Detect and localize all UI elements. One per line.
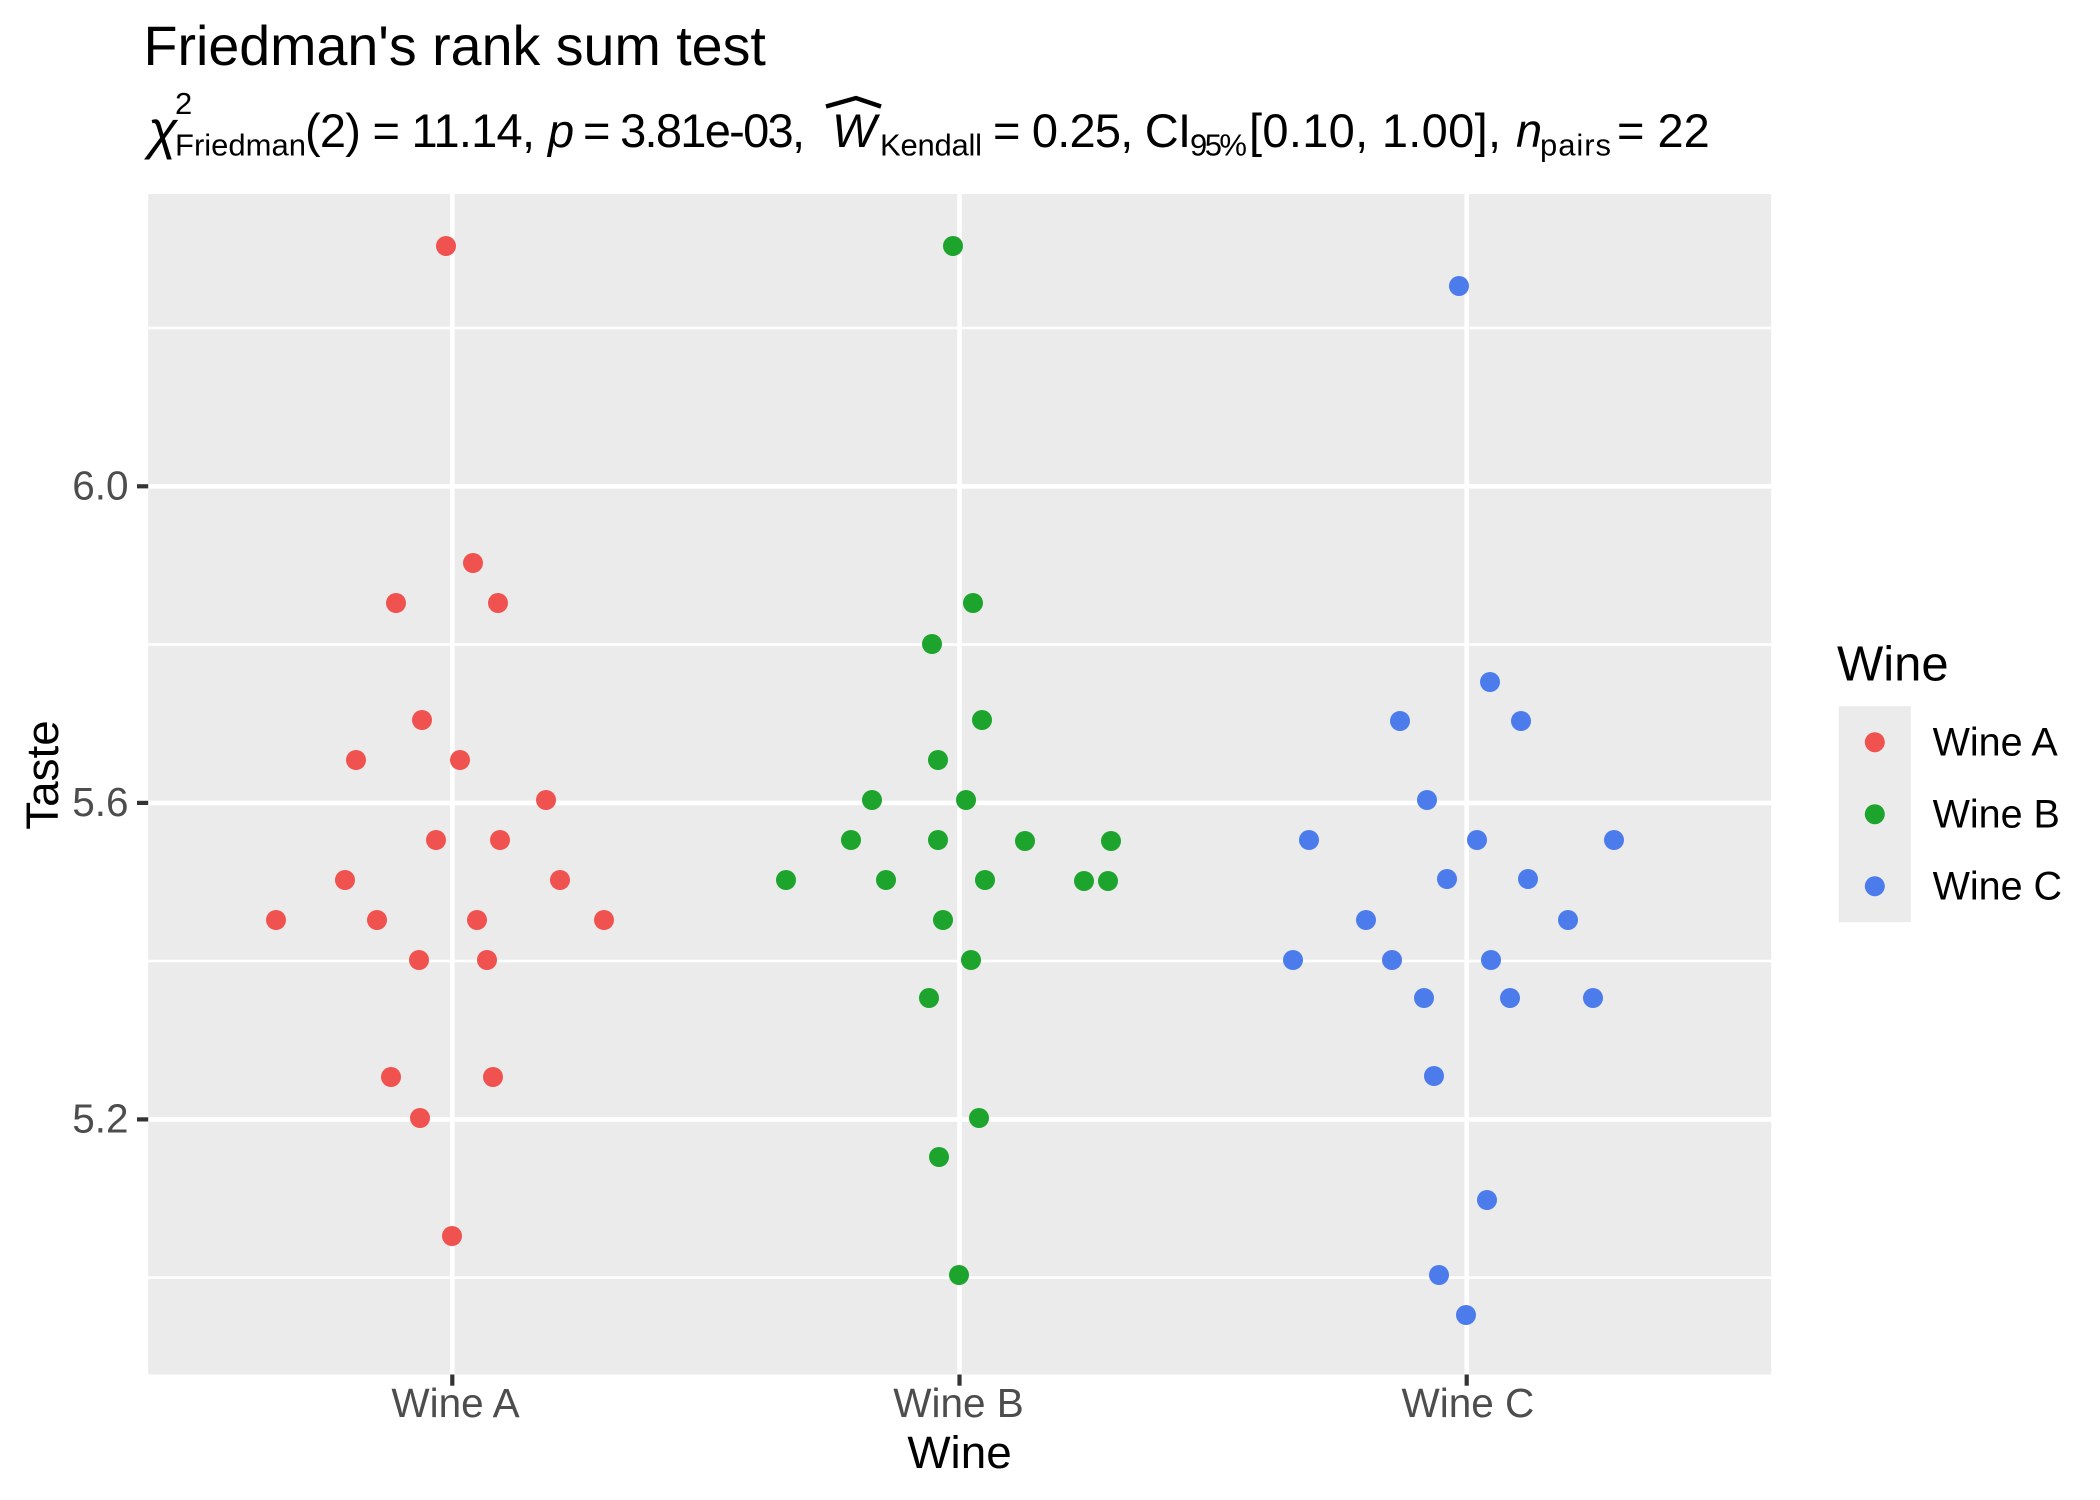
svg-text:Friedman's rank sum test: Friedman's rank sum test <box>144 15 767 77</box>
svg-text:Wine A: Wine A <box>391 1380 519 1426</box>
svg-text:χ: χ <box>144 101 179 161</box>
svg-text:Wine A: Wine A <box>1933 721 2059 765</box>
svg-text:6.0: 6.0 <box>72 463 128 509</box>
svg-text:= 22: = 22 <box>1617 104 1710 157</box>
svg-text:Kendall: Kendall <box>880 128 982 163</box>
svg-text:[0.10, 1.00],: [0.10, 1.00], <box>1249 104 1501 157</box>
svg-text:5.2: 5.2 <box>72 1096 128 1142</box>
svg-text:Wine C: Wine C <box>1402 1380 1535 1426</box>
svg-text:Wine: Wine <box>907 1427 1011 1478</box>
svg-text:5.6: 5.6 <box>72 779 128 825</box>
svg-text:Wine B: Wine B <box>893 1380 1024 1426</box>
svg-text:95%: 95% <box>1190 128 1247 163</box>
svg-text:Taste: Taste <box>17 720 68 829</box>
svg-text:W: W <box>832 104 881 157</box>
svg-text:Wine B: Wine B <box>1933 793 2060 837</box>
svg-text:Wine C: Wine C <box>1933 865 2063 909</box>
svg-text:p: p <box>546 104 574 157</box>
svg-text:2: 2 <box>175 86 192 121</box>
svg-text:= 3.81e-03,: = 3.81e-03, <box>583 104 805 157</box>
svg-text:= 0.25, CI: = 0.25, CI <box>993 104 1191 157</box>
svg-text:Wine: Wine <box>1837 638 1949 692</box>
svg-text:Friedman: Friedman <box>175 128 306 163</box>
svg-text:(2) = 11.14,: (2) = 11.14, <box>305 104 535 157</box>
svg-text:n: n <box>1516 104 1542 157</box>
svg-text:pairs: pairs <box>1540 128 1611 163</box>
